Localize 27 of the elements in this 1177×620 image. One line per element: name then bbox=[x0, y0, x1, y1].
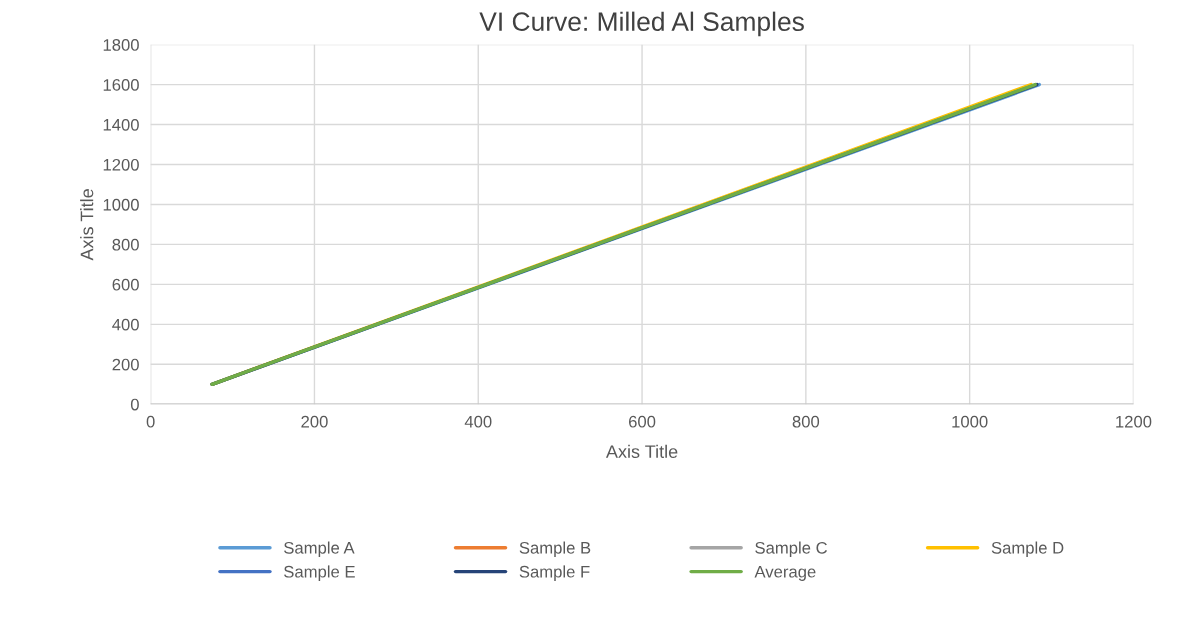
x-tick-label: 1200 bbox=[1116, 415, 1152, 428]
x-tick-label: 0 bbox=[146, 415, 155, 428]
y-tick-label: 200 bbox=[112, 358, 139, 371]
legend-label: Sample A bbox=[284, 541, 355, 558]
y-tick-label: 1600 bbox=[103, 79, 139, 91]
legend-label: Sample C bbox=[755, 541, 828, 558]
y-tick-label: 1000 bbox=[103, 198, 139, 211]
y-tick-label: 1400 bbox=[103, 118, 139, 131]
y-tick-label: 0 bbox=[130, 398, 139, 411]
x-tick-label: 800 bbox=[792, 415, 820, 428]
legend-label: Sample F bbox=[519, 565, 590, 581]
x-tick-label: 200 bbox=[301, 415, 328, 428]
legend-label: Sample E bbox=[284, 565, 355, 581]
y-axis-title: Axis Title bbox=[80, 189, 94, 261]
legend-label: Sample D bbox=[991, 541, 1064, 558]
y-tick-label: 1200 bbox=[103, 158, 139, 171]
x-axis-title: Axis Title bbox=[605, 444, 678, 459]
legend-label: Sample B bbox=[519, 541, 591, 558]
chart-title: VI Curve: Milled Al Samples bbox=[479, 11, 804, 37]
legend-label: Average bbox=[754, 565, 816, 581]
x-tick-label: 1000 bbox=[952, 415, 988, 428]
y-tick-label: 1800 bbox=[103, 39, 139, 51]
y-tick-label: 400 bbox=[112, 318, 139, 331]
x-tick-label: 400 bbox=[464, 415, 492, 428]
x-tick-label: 600 bbox=[629, 415, 656, 428]
y-tick-label: 600 bbox=[112, 278, 139, 291]
y-tick-label: 800 bbox=[112, 238, 139, 251]
